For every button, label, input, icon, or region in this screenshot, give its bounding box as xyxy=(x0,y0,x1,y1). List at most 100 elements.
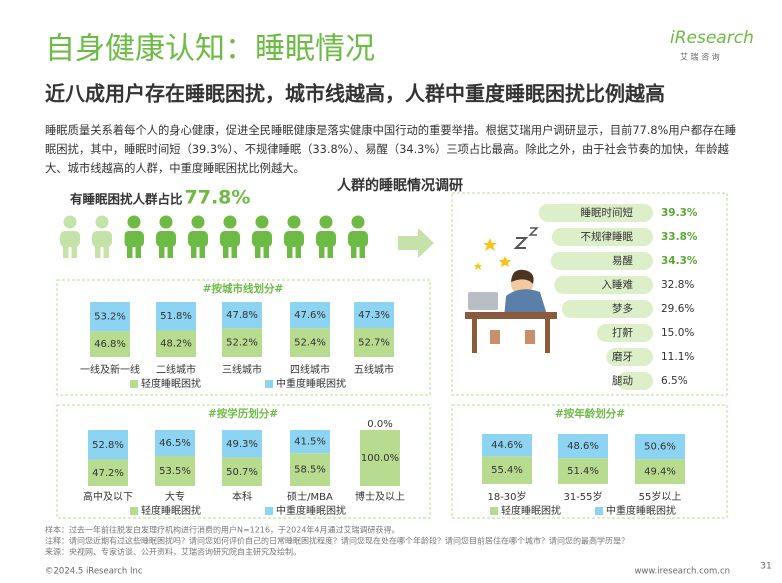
bar-value: 32.8% xyxy=(661,279,694,291)
bar-value: 15.0% xyxy=(661,327,694,339)
note: 样本：过去一年前往脱发白发理疗机构进行消费的用户N=1216，于2024年4月通… xyxy=(45,525,400,535)
bar-segment xyxy=(290,430,330,454)
bar-category: 入睡难 xyxy=(602,278,634,291)
bar-category: 梦多 xyxy=(612,302,633,315)
bar-segment xyxy=(156,302,196,331)
pictograph-value: 77.8% xyxy=(185,187,251,209)
bar-value: 48.2% xyxy=(160,339,192,350)
bar-segment xyxy=(290,302,330,329)
bar-value: 49.4% xyxy=(644,467,676,478)
panel-title: #按学历划分# xyxy=(208,407,278,420)
pictograph-label: 有睡眠困扰人群占比 xyxy=(70,192,183,207)
bar-segment xyxy=(155,430,195,457)
bar-category: 易醒 xyxy=(612,255,633,267)
panel-box xyxy=(451,404,728,519)
bar-value: 58.5% xyxy=(294,465,326,476)
person-leg xyxy=(359,245,365,258)
bar-value: 100.0% xyxy=(361,453,399,464)
bar-segment xyxy=(354,328,394,357)
bar-category: 磨牙 xyxy=(612,351,633,363)
person-leg xyxy=(103,245,109,258)
bar xyxy=(561,300,653,318)
person-leg xyxy=(191,245,197,258)
x-tick-label: 四线城市 xyxy=(290,363,330,376)
x-tick-label: 二线城市 xyxy=(156,363,196,376)
x-tick-label: 三线城市 xyxy=(222,363,262,376)
page-number: 31 xyxy=(760,562,771,572)
bar xyxy=(551,228,653,246)
bar xyxy=(617,372,653,390)
legend-label: 轻度睡眠困扰 xyxy=(141,377,201,390)
person-head xyxy=(319,215,333,229)
bar-segment xyxy=(354,302,394,329)
bar-value: 48.6% xyxy=(567,441,599,452)
bar-value: 49.3% xyxy=(226,439,258,450)
bar-value: 33.8% xyxy=(661,231,698,243)
legend-swatch xyxy=(265,507,273,515)
person-leg xyxy=(255,245,261,258)
bar xyxy=(550,252,653,270)
bar-value: 39.3% xyxy=(661,207,698,219)
illustration xyxy=(465,227,557,353)
bar-value: 53.5% xyxy=(159,466,191,477)
legend-swatch xyxy=(130,380,138,388)
person-body xyxy=(92,231,112,247)
person-leg xyxy=(231,245,237,258)
bar-segment xyxy=(156,330,196,357)
panel-box xyxy=(451,192,728,396)
person-body xyxy=(284,231,304,247)
bar-value: 50.6% xyxy=(644,442,676,453)
pictograph-fill xyxy=(125,215,368,258)
bar-value: 46.8% xyxy=(94,339,126,350)
bar-segment xyxy=(90,302,130,332)
x-tick-label: 18-30岁 xyxy=(487,490,526,503)
person-head xyxy=(255,215,269,229)
panel-title: #按年龄划分# xyxy=(555,407,625,420)
bar-segment xyxy=(482,434,532,457)
person-leg xyxy=(71,245,77,258)
person-head xyxy=(223,215,237,229)
person-head xyxy=(351,215,365,229)
x-tick-label: 55岁以上 xyxy=(639,490,682,503)
bar-value: 53.2% xyxy=(94,312,126,323)
bar-value: 51.8% xyxy=(160,311,192,322)
person-body xyxy=(125,231,144,247)
legend-swatch xyxy=(595,507,603,515)
x-tick-label: 大专 xyxy=(165,490,185,503)
legend-label: 轻度睡眠困扰 xyxy=(501,504,561,517)
legend-label: 中重度睡眠困扰 xyxy=(276,504,346,517)
logo: iResearch xyxy=(670,28,754,48)
bar-value: 52.4% xyxy=(294,338,326,349)
person-body xyxy=(220,231,240,247)
bar-value: 29.6% xyxy=(661,303,694,315)
legend-label: 中重度睡眠困扰 xyxy=(276,377,346,390)
copyright: ©2024.5 iResearch Inc xyxy=(45,567,143,577)
bar-value: 47.8% xyxy=(226,310,258,321)
bar-segment xyxy=(88,459,128,486)
person-head xyxy=(127,215,141,229)
subtitle: 近八成用户存在睡眠困扰，城市线越高，人群中重度睡眠困扰比例越高 xyxy=(45,82,665,106)
note: 注释：请问您近期有过这些睡眠困扰吗？请问您如何评价自己的日常睡眠困扰程度？请问您… xyxy=(45,536,629,546)
person-leg xyxy=(319,245,325,258)
person-leg xyxy=(223,245,229,258)
bar-segment xyxy=(155,456,195,486)
bar-value: 55.4% xyxy=(491,465,523,476)
panel-box xyxy=(56,404,431,519)
person-leg xyxy=(167,245,173,258)
arrow xyxy=(398,228,434,258)
legend-label: 轻度睡眠困扰 xyxy=(141,504,201,517)
person-leg xyxy=(199,245,205,258)
bar-value: 46.5% xyxy=(159,438,191,449)
legend-swatch xyxy=(130,507,138,515)
person-leg xyxy=(263,245,269,258)
person-body xyxy=(252,231,272,247)
person-body xyxy=(348,231,368,247)
bar-category: 腿动 xyxy=(612,375,633,387)
panel-title: #按城市线划分# xyxy=(203,282,284,295)
bar xyxy=(554,276,653,294)
bar-segment xyxy=(635,459,685,484)
bar-value: 47.3% xyxy=(358,310,390,321)
logo-sub: 艾 瑞 咨 询 xyxy=(680,52,720,62)
person-head xyxy=(191,215,205,229)
bar-value: 6.5% xyxy=(661,375,688,387)
